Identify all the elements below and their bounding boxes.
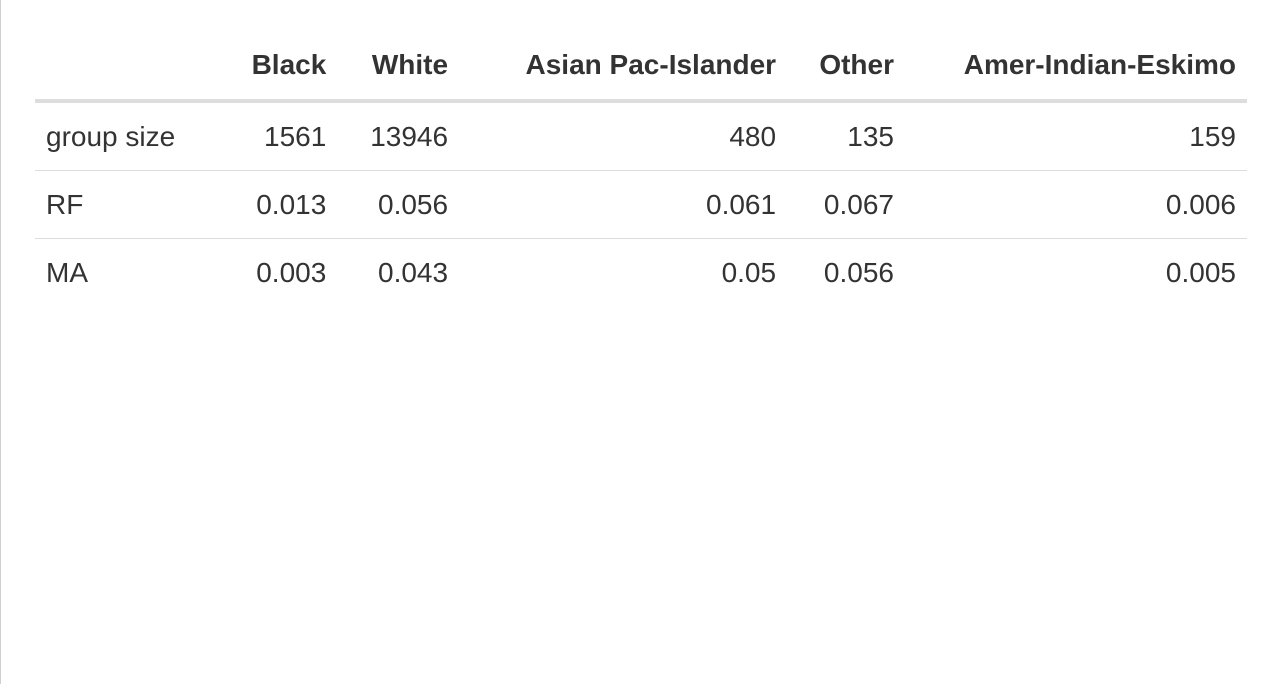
table-row: MA 0.003 0.043 0.05 0.056 0.005 — [35, 239, 1247, 307]
table-row: RF 0.013 0.056 0.061 0.067 0.006 — [35, 170, 1247, 239]
table-cell: 0.013 — [219, 170, 338, 239]
table-cell: 0.067 — [787, 170, 905, 239]
table-cell: 1561 — [219, 101, 338, 171]
column-header-other: Other — [787, 31, 905, 103]
row-label: MA — [46, 256, 88, 288]
column-header-black: Black — [219, 31, 338, 103]
row-label: group size — [35, 101, 220, 171]
column-header-amer-indian-eskimo: Amer-Indian-Eskimo — [905, 31, 1247, 103]
results-table: Black White Asian Pac-Islander Other Ame… — [35, 31, 1247, 306]
table-cell: 0.056 — [337, 170, 460, 239]
column-header-asian-pac-islander: Asian Pac-Islander — [459, 31, 788, 103]
table-cell: 480 — [459, 101, 788, 171]
table-cell: 0.003 — [256, 256, 327, 288]
table-cell: 0.061 — [459, 170, 788, 239]
table-cell: 0.005 — [1165, 256, 1236, 288]
table-cell: 0.006 — [905, 170, 1247, 239]
table-cell: 0.056 — [823, 256, 894, 288]
table-cell: 0.043 — [378, 256, 449, 288]
column-header-white: White — [337, 31, 460, 103]
table-header: Black White Asian Pac-Islander Other Ame… — [35, 31, 1247, 103]
table-cell: 0.05 — [721, 256, 777, 288]
row-label: RF — [35, 170, 220, 239]
table-cell: 13946 — [337, 101, 460, 171]
corner-header — [35, 31, 220, 103]
header-row: Black White Asian Pac-Islander Other Ame… — [35, 31, 1247, 103]
table-cell: 159 — [905, 101, 1247, 171]
table-body: group size 1561 13946 480 135 159 RF 0.0… — [35, 101, 1247, 306]
table-cell: 135 — [787, 101, 905, 171]
table-row: group size 1561 13946 480 135 159 — [35, 101, 1247, 171]
